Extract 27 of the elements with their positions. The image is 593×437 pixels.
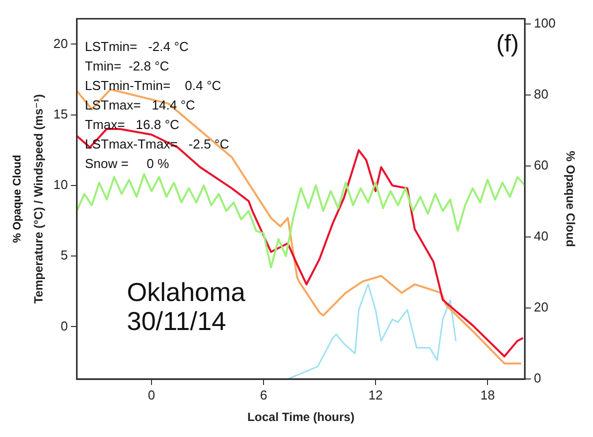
annotation: Tmax= 16.8 °C — [84, 116, 180, 132]
annotation: LSTmin= -2.4 °C — [84, 38, 189, 54]
y2-tick-label: 40 — [534, 228, 548, 244]
y2-tick-label: 0 — [534, 370, 542, 386]
x-tick-label: 18 — [480, 387, 495, 402]
y-tick-label: 20 — [53, 36, 68, 51]
x-tick-label: 6 — [260, 387, 268, 402]
y-axis-title: Temperature (°C) / Windspeed (ms⁻¹) — [32, 94, 46, 304]
y-tick-label: 0 — [60, 318, 68, 334]
annotation: 30/11/14 — [126, 306, 226, 336]
y-tick-label: 5 — [60, 248, 68, 263]
y2-tick-label: 100 — [534, 16, 556, 31]
y2-tick-label: 20 — [534, 300, 548, 315]
y2-axis-title: % Opaque Cloud — [563, 150, 578, 247]
x-axis-title: Local Time (hours) — [247, 410, 354, 424]
annotation: Snow = 0 % — [84, 156, 170, 171]
annotation: (f) — [496, 30, 519, 58]
annotation: Oklahoma — [126, 276, 246, 307]
text: % Opaque Cloud — [12, 154, 24, 243]
y2-tick-label: 60 — [534, 158, 548, 173]
y-tick-label: 15 — [53, 106, 68, 122]
annotation: Tmin= -2.8 °C — [84, 58, 170, 74]
x-tick-label: 0 — [148, 387, 156, 402]
annotation: LSTmin-Tmin= 0.4 °C — [84, 78, 222, 93]
y2-tick-label: 80 — [534, 86, 548, 102]
x-tick-label: 12 — [368, 387, 383, 402]
y-tick-label: 10 — [53, 177, 68, 192]
